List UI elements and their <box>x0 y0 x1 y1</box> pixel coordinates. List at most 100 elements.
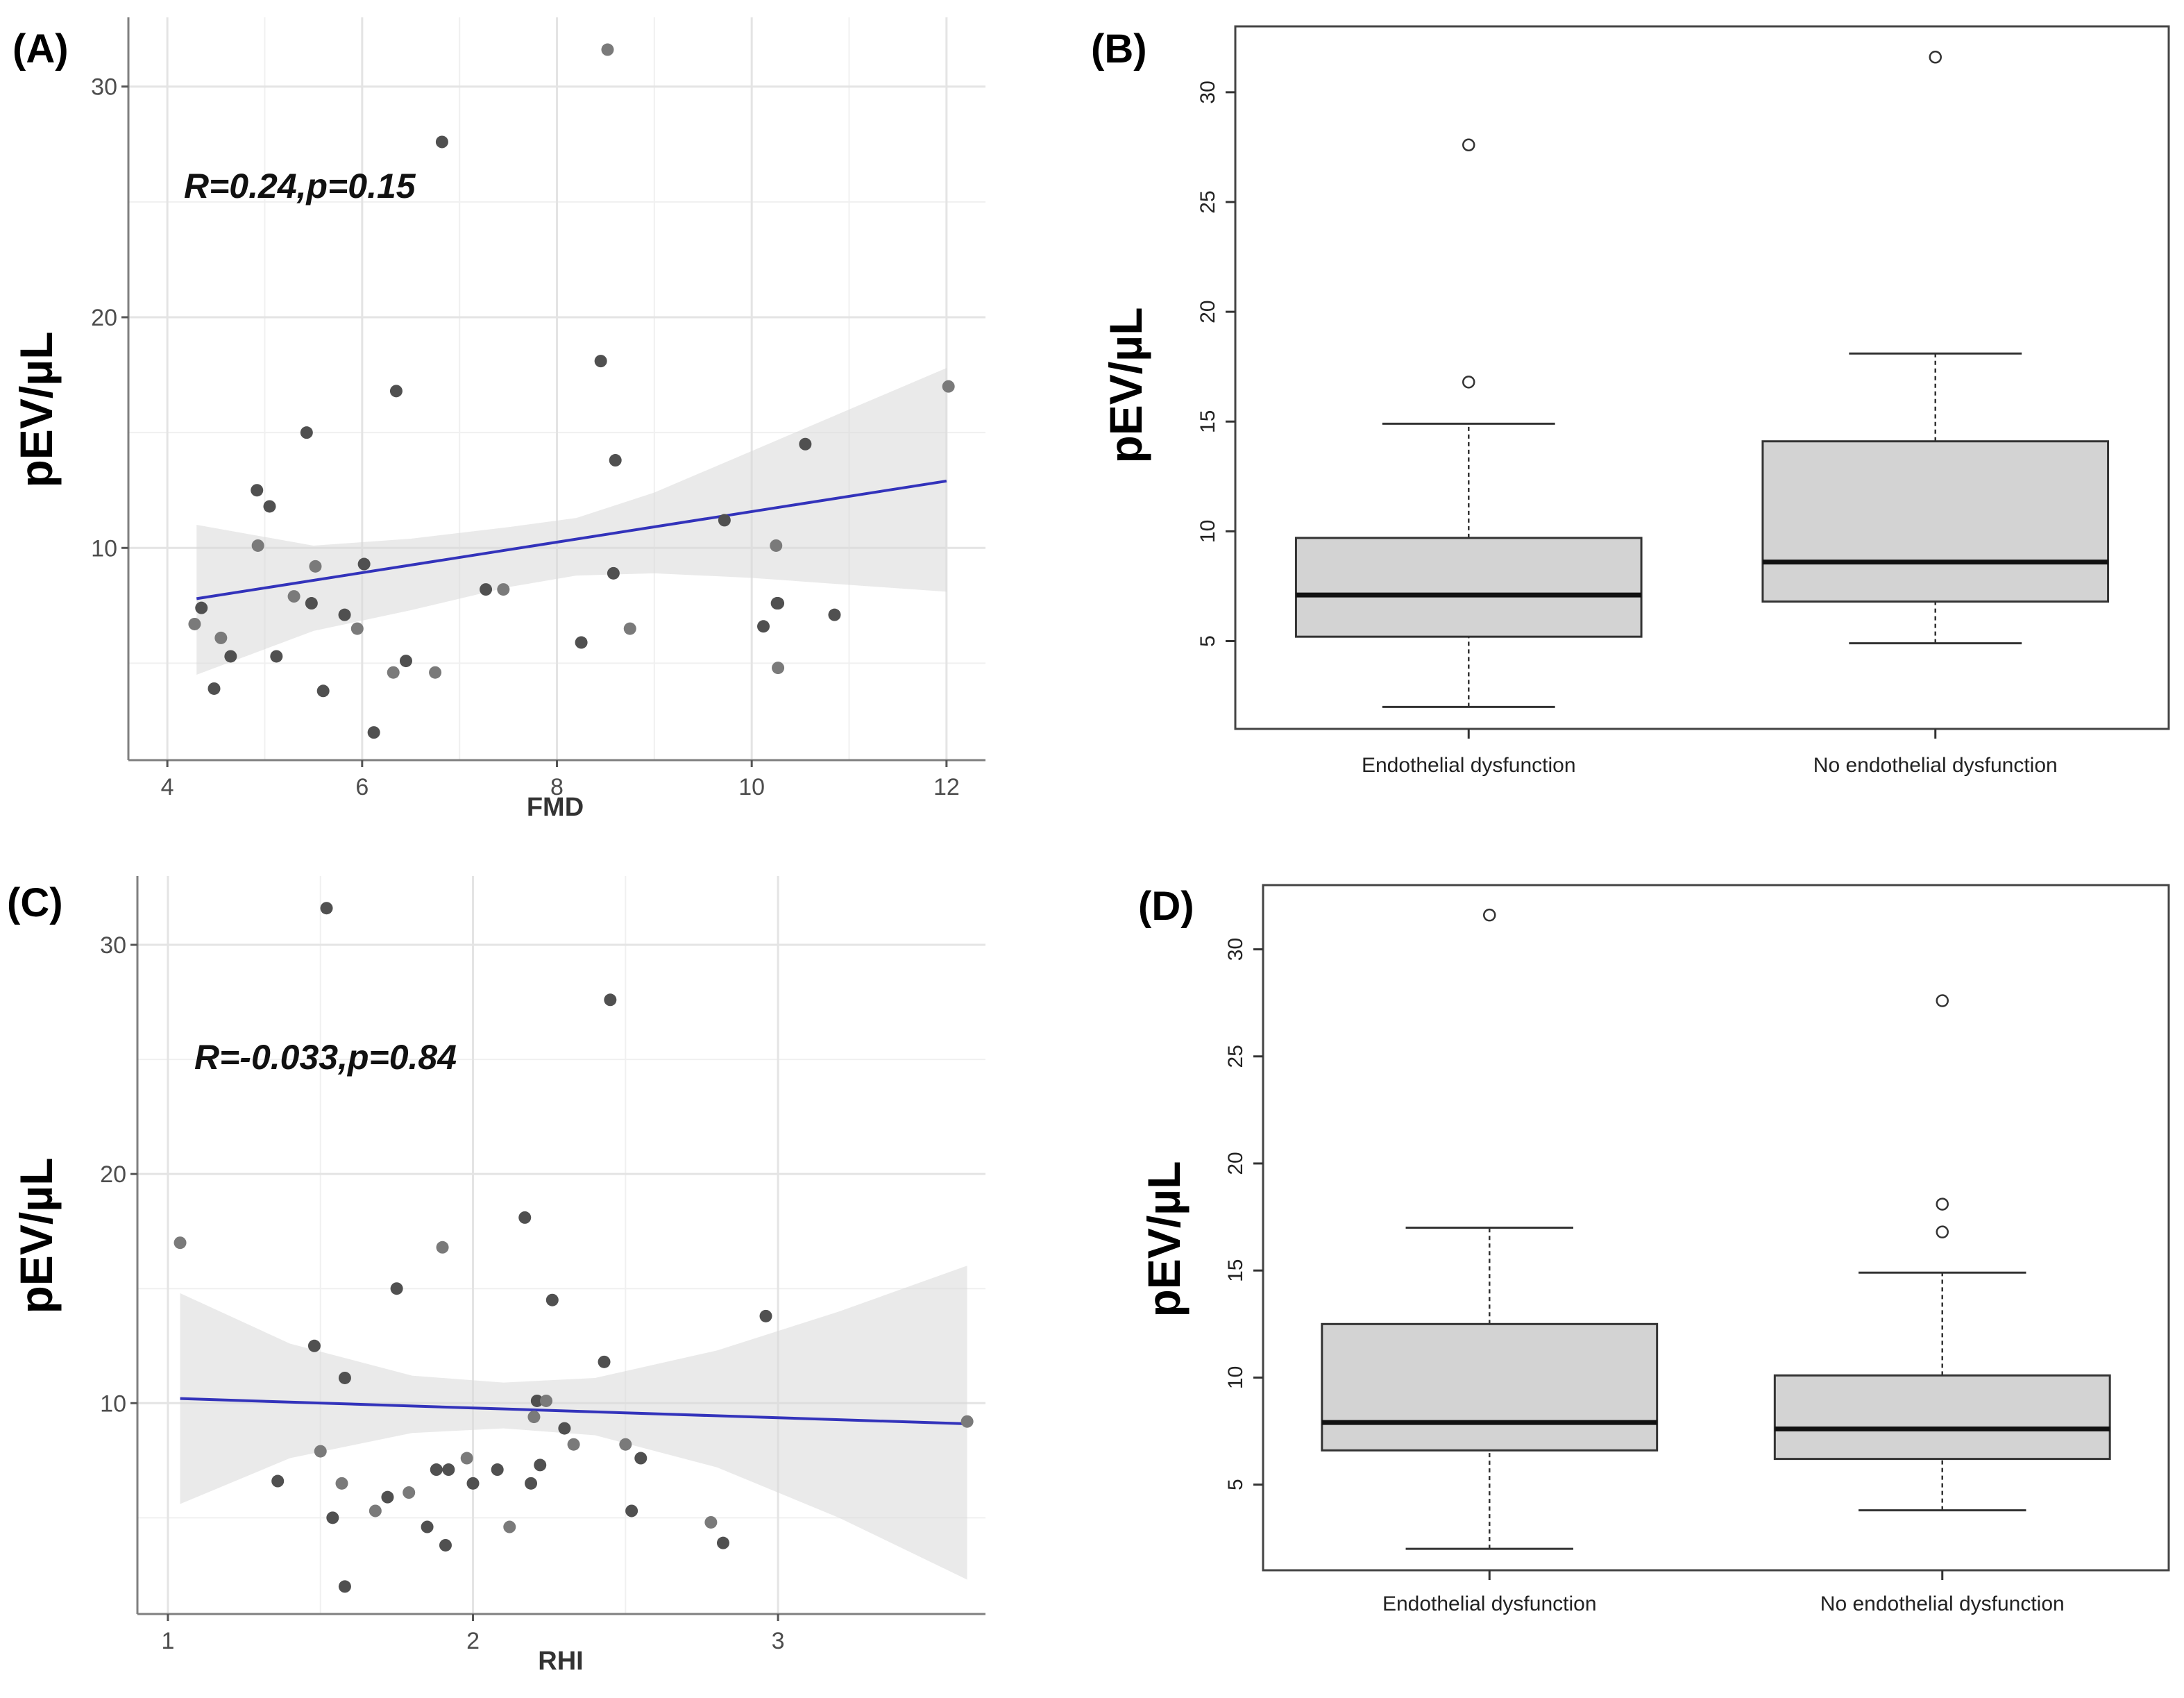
data-point <box>772 597 785 610</box>
x-tick-label: 10 <box>738 774 765 800</box>
regression-line <box>196 479 947 600</box>
scatter-panel-3: 10 20 30 1 2 3 RHI R=-0.033,p=0.84 pEV/µL (C) <box>7 876 985 1676</box>
data-point <box>403 1486 416 1499</box>
panel-label: (A) <box>12 26 69 72</box>
data-point <box>421 1520 434 1533</box>
data-point <box>335 1477 348 1490</box>
data-point <box>263 500 276 513</box>
data-point <box>357 557 371 571</box>
data-point <box>757 620 770 633</box>
y-tick-label: 20 <box>91 305 117 331</box>
data-point <box>338 608 351 621</box>
y-tick-label: 10 <box>100 1390 126 1417</box>
y-tick-label: 20 <box>1224 1152 1247 1175</box>
y-tick-label: 30 <box>1196 81 1219 103</box>
data-point <box>251 539 264 552</box>
data-point <box>609 454 622 467</box>
y-tick-label: 25 <box>1224 1045 1247 1068</box>
scatter-panel-1: 10 20 30 4 6 8 10 12 FMD R=0.24,p=0.15 pEV/µL (A) <box>10 17 985 822</box>
data-point <box>369 1504 382 1518</box>
data-points <box>173 902 974 1593</box>
data-point <box>718 514 731 527</box>
data-point <box>598 1355 611 1368</box>
y-tick-label: 25 <box>1196 190 1219 213</box>
data-point <box>799 437 812 451</box>
y-tick-label: 20 <box>1196 300 1219 323</box>
box-2: No endothelial dysfunction <box>1761 51 2110 777</box>
data-point <box>314 1445 327 1458</box>
data-point <box>320 902 333 915</box>
data-point <box>387 666 400 679</box>
data-point <box>518 1211 532 1224</box>
iqr-box <box>1321 1322 1659 1452</box>
data-point <box>435 135 448 149</box>
y-axis-label: pEV/µL <box>1100 307 1151 463</box>
data-point <box>828 608 841 621</box>
data-point <box>527 1411 541 1424</box>
data-point <box>575 636 588 649</box>
outlier-point <box>1936 1225 1949 1238</box>
y-tick-label: 15 <box>1196 410 1219 433</box>
data-point <box>390 1282 403 1295</box>
data-point <box>338 1371 351 1384</box>
y-tick-label: 20 <box>100 1161 126 1188</box>
y-axis-label: pEV/µL <box>10 1157 62 1313</box>
panel-label: (C) <box>7 880 63 925</box>
y-axis-label: pEV/µL <box>10 331 62 487</box>
data-point <box>772 662 785 675</box>
y-tick-label: 15 <box>1224 1259 1247 1282</box>
data-points <box>188 43 955 739</box>
x-tick-label: 6 <box>355 774 369 800</box>
data-point <box>338 1580 351 1593</box>
data-point <box>430 1463 443 1477</box>
y-tick-label: 30 <box>1224 938 1247 961</box>
iqr-box <box>1294 537 1643 638</box>
outlier-point <box>1462 138 1475 152</box>
data-point <box>497 583 510 596</box>
data-point <box>389 385 403 398</box>
data-point <box>287 590 300 603</box>
data-point <box>491 1463 504 1477</box>
data-point <box>716 1536 729 1549</box>
data-point <box>214 631 228 644</box>
data-point <box>195 601 208 614</box>
y-tick-label: 30 <box>100 932 126 959</box>
y-tick-label: 5 <box>1224 1479 1247 1490</box>
data-point <box>271 1474 285 1488</box>
data-point <box>503 1520 516 1533</box>
plot-frame <box>1234 25 2170 730</box>
panel-label: (B) <box>1091 26 1147 72</box>
data-point <box>534 1459 547 1472</box>
data-point <box>316 684 330 698</box>
data-point <box>623 622 636 635</box>
data-point <box>567 1438 580 1451</box>
data-point <box>759 1309 772 1322</box>
data-point <box>309 560 322 573</box>
data-point <box>607 566 620 580</box>
confidence-band <box>180 1266 967 1580</box>
data-point <box>188 617 201 630</box>
data-point <box>545 1293 559 1306</box>
data-point <box>594 355 607 368</box>
data-point <box>540 1394 553 1407</box>
y-tick-label: 10 <box>1224 1366 1247 1389</box>
data-point <box>224 650 237 663</box>
data-point <box>460 1452 473 1465</box>
data-point <box>436 1241 449 1254</box>
x-tick-label: 8 <box>550 774 564 800</box>
box-panel-2: Endothelial dysfunction No endothelial dy… <box>1091 25 2170 777</box>
x-axis-label: RHI <box>538 1647 583 1676</box>
confidence-band <box>196 368 947 675</box>
x-tick-label: 4 <box>161 774 174 800</box>
x-category-label: No endothelial dysfunction <box>1820 1592 2065 1615</box>
plot-frame <box>1262 884 2170 1572</box>
data-point <box>173 1236 187 1250</box>
y-axis-label: pEV/µL <box>1138 1161 1190 1317</box>
data-point <box>439 1538 452 1552</box>
box-panel-4: Endothelial dysfunction No endothelial dy… <box>1138 884 2170 1615</box>
data-point <box>942 380 955 393</box>
data-point <box>604 993 617 1007</box>
data-point <box>307 1339 321 1352</box>
iqr-box <box>1761 440 2110 603</box>
y-tick-label: 10 <box>91 535 117 562</box>
